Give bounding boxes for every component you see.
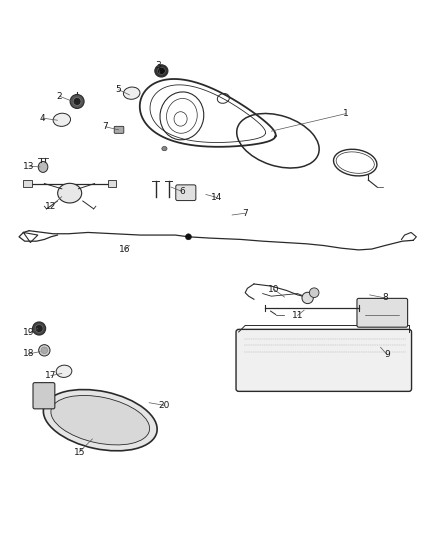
Text: 9: 9 <box>384 350 390 359</box>
Ellipse shape <box>43 390 157 451</box>
Text: 6: 6 <box>179 187 185 196</box>
Text: 17: 17 <box>45 371 57 380</box>
Ellipse shape <box>73 98 81 106</box>
Ellipse shape <box>51 395 150 445</box>
Text: 14: 14 <box>211 193 223 202</box>
Text: 13: 13 <box>23 161 35 171</box>
Ellipse shape <box>39 345 50 356</box>
FancyBboxPatch shape <box>33 383 55 409</box>
Text: 5: 5 <box>116 85 121 94</box>
Text: 1: 1 <box>343 109 349 118</box>
FancyBboxPatch shape <box>236 329 412 391</box>
Text: 10: 10 <box>268 285 279 294</box>
Ellipse shape <box>162 147 167 151</box>
Text: 11: 11 <box>292 311 304 320</box>
FancyBboxPatch shape <box>108 181 117 187</box>
Ellipse shape <box>38 161 48 172</box>
Ellipse shape <box>41 347 48 353</box>
Text: 7: 7 <box>242 209 248 218</box>
Ellipse shape <box>70 94 84 108</box>
FancyBboxPatch shape <box>23 181 32 187</box>
Text: 8: 8 <box>382 294 388 302</box>
Ellipse shape <box>185 234 191 240</box>
Text: 20: 20 <box>159 401 170 410</box>
FancyBboxPatch shape <box>357 298 408 327</box>
Ellipse shape <box>35 325 43 333</box>
Ellipse shape <box>32 322 46 335</box>
Text: 7: 7 <box>102 122 108 131</box>
Text: 12: 12 <box>45 202 57 211</box>
Text: 2: 2 <box>57 92 63 101</box>
Ellipse shape <box>309 288 319 297</box>
Text: 16: 16 <box>120 245 131 254</box>
Text: 15: 15 <box>74 448 85 457</box>
Ellipse shape <box>56 365 72 377</box>
FancyBboxPatch shape <box>176 185 196 200</box>
Ellipse shape <box>155 65 168 77</box>
Text: 19: 19 <box>23 328 35 337</box>
Ellipse shape <box>302 292 313 304</box>
Ellipse shape <box>58 183 81 203</box>
Text: 3: 3 <box>155 61 161 70</box>
Ellipse shape <box>124 87 140 99</box>
Text: 4: 4 <box>39 114 45 123</box>
FancyBboxPatch shape <box>114 126 124 133</box>
Ellipse shape <box>53 113 71 126</box>
Ellipse shape <box>157 67 165 75</box>
Text: 18: 18 <box>23 349 35 358</box>
